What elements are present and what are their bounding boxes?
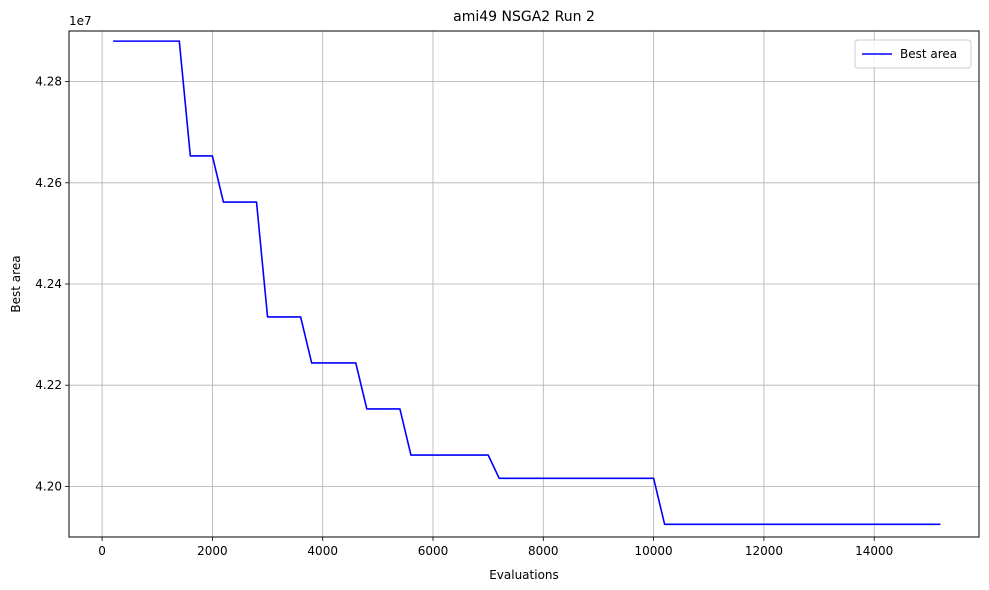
y-tick-label: 4.24 [35,277,62,291]
y-axis: 4.20 4.22 4.24 4.26 4.28 [35,75,69,493]
series-line-best-area [113,40,941,526]
y-tick-label: 4.26 [35,176,62,190]
y-offset-base: 1e [69,14,84,28]
x-tick-label: 10000 [635,544,673,558]
x-axis: 0 2000 4000 6000 8000 10000 12000 14000 [98,537,893,558]
y-tick-label: 4.20 [35,479,62,493]
x-tick-label: 12000 [745,544,783,558]
chart-title: ami49 NSGA2 Run 2 [453,9,595,25]
legend-box [854,39,972,69]
y-tick-label: 4.28 [35,75,62,89]
x-tick-label: 8000 [528,544,559,558]
x-tick-label: 2000 [197,544,228,558]
x-tick-label: 0 [98,544,106,558]
x-tick-label: 4000 [307,544,338,558]
y-axis-offset-label: 1e7 [69,14,92,28]
y-tick-label: 4.22 [35,378,62,392]
y-axis-label: Best area [9,255,23,312]
legend: Best area [854,39,972,69]
y-offset-exponent: 7 [84,14,92,28]
x-tick-label: 14000 [855,544,893,558]
grid [69,31,979,537]
series-layer [113,40,941,526]
x-axis-label: Evaluations [489,568,559,582]
legend-label: Best area [900,47,957,61]
x-tick-label: 6000 [418,544,449,558]
